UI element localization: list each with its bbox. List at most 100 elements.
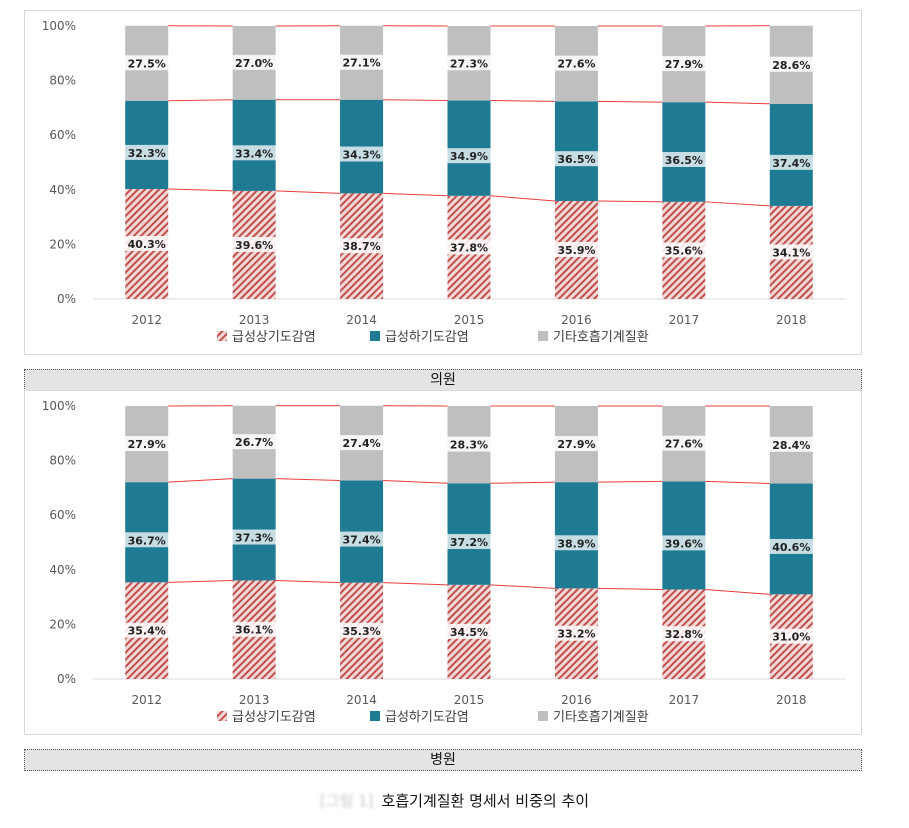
chart-hospital-svg: 0% 20% 40% 60% 80% 100% 35.4% 36.7% 27.9% 2012 36.… (42, 399, 845, 725)
series-line (168, 99, 770, 105)
panel-label-hospital: 병원 (24, 749, 862, 771)
data-label: 32.8% (665, 628, 703, 641)
bar-segment (232, 478, 276, 581)
caption-prefix: [그림 1] (319, 792, 374, 810)
legend-swatch (217, 711, 227, 721)
legend-swatch (217, 331, 227, 341)
data-label: 35.3% (342, 625, 380, 638)
data-label: 33.2% (557, 628, 595, 641)
data-label: 40.6% (772, 541, 810, 554)
series-line (168, 579, 770, 595)
x-tick-label: 2017 (669, 693, 700, 707)
data-label-bg (769, 154, 814, 170)
figure-caption: [그림 1] 호흡기계질환 명세서 비중의 추이 (0, 790, 909, 811)
data-label-bg (661, 56, 706, 72)
data-label: 38.9% (557, 537, 595, 550)
data-label: 34.5% (450, 626, 488, 639)
data-label-bg (554, 151, 599, 167)
data-label: 28.3% (450, 439, 488, 452)
bar-segment (447, 483, 491, 585)
data-label: 38.7% (342, 240, 380, 253)
legend-label: 급성상기도감염 (232, 710, 316, 725)
legend-label: 급성하기도감염 (385, 330, 469, 345)
data-label-bg (232, 529, 277, 545)
data-label: 27.1% (342, 57, 380, 70)
data-label-bg (769, 436, 814, 452)
data-label-bg (124, 55, 169, 71)
data-label: 27.4% (342, 437, 380, 450)
data-label: 27.9% (665, 58, 703, 71)
data-label-bg (339, 622, 384, 638)
data-label-bg (554, 241, 599, 257)
data-label: 37.8% (450, 241, 488, 254)
y-tick-label: 40% (49, 183, 76, 197)
data-label-bg (124, 532, 169, 548)
data-label: 35.6% (665, 244, 703, 257)
data-label: 27.3% (450, 57, 488, 70)
chart-clinic: 0% 20% 40% 60% 80% 100% 40.3% 32.3% 27.5% 2012 39.… (24, 10, 862, 355)
data-label-bg (339, 435, 384, 451)
y-tick-label: 0% (57, 292, 76, 306)
data-label: 34.9% (450, 150, 488, 163)
data-label: 37.3% (235, 532, 273, 545)
data-label: 36.7% (128, 534, 166, 547)
data-label-bg (339, 238, 384, 254)
legend-swatch (370, 331, 380, 341)
data-label: 27.9% (128, 438, 166, 451)
data-label: 36.5% (665, 154, 703, 167)
data-label: 37.2% (450, 536, 488, 549)
data-label-bg (769, 244, 814, 260)
data-label-bg (447, 436, 491, 452)
data-label-bg (769, 628, 814, 644)
caption-text: 호흡기계질환 명세서 비중의 추이 (381, 792, 590, 810)
data-label: 26.7% (235, 436, 273, 449)
data-label-bg (124, 622, 169, 638)
data-label-bg (447, 623, 491, 639)
x-tick-label: 2018 (776, 693, 807, 707)
y-tick-label: 0% (57, 672, 76, 686)
data-label-bg (232, 236, 277, 252)
y-tick-label: 100% (42, 19, 76, 33)
data-label: 39.6% (235, 239, 273, 252)
x-tick-label: 2012 (131, 313, 162, 327)
x-tick-label: 2016 (561, 693, 592, 707)
data-label-bg (554, 625, 599, 641)
y-tick-label: 80% (49, 74, 76, 88)
data-label: 34.1% (772, 246, 810, 259)
series-line (168, 478, 770, 485)
data-label-bg (554, 55, 599, 71)
data-label-bg (447, 148, 491, 164)
data-label-bg (124, 144, 169, 160)
y-tick-label: 80% (49, 454, 76, 468)
x-tick-label: 2017 (669, 313, 700, 327)
data-label: 33.4% (235, 147, 273, 160)
bar-segment (662, 481, 706, 590)
x-tick-label: 2015 (454, 313, 485, 327)
legend-swatch (538, 331, 548, 341)
panel-label-clinic: 의원 (24, 369, 862, 391)
data-label-bg (769, 538, 814, 554)
data-label: 27.0% (235, 57, 273, 70)
x-tick-label: 2012 (131, 693, 162, 707)
x-tick-label: 2014 (346, 693, 377, 707)
data-label: 36.1% (235, 624, 273, 637)
x-tick-label: 2016 (561, 313, 592, 327)
data-label: 28.6% (772, 59, 810, 72)
data-label-bg (232, 145, 277, 161)
data-label-bg (661, 435, 706, 451)
data-label-bg (124, 436, 169, 452)
series-line (168, 188, 770, 207)
data-label: 27.5% (128, 57, 166, 70)
data-label-bg (554, 535, 599, 551)
legend-label: 기타호흡기계질환 (553, 330, 649, 345)
data-label: 34.3% (342, 149, 380, 162)
y-tick-label: 40% (49, 563, 76, 577)
legend-swatch (370, 711, 380, 721)
y-tick-label: 20% (49, 617, 76, 631)
data-label-bg (554, 436, 599, 452)
data-label-bg (447, 534, 491, 550)
data-label: 35.4% (128, 625, 166, 638)
data-label-bg (124, 235, 169, 251)
data-label: 37.4% (342, 534, 380, 547)
data-label-bg (232, 434, 277, 450)
